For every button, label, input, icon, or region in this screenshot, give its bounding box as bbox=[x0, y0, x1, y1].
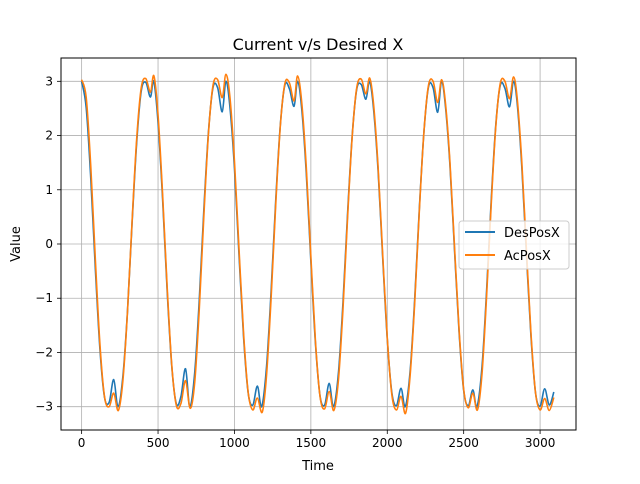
y-tick-label: −2 bbox=[35, 345, 53, 359]
y-tick-label: −3 bbox=[35, 400, 53, 414]
y-axis-ticks: −3 −2 −1 0 1 2 3 bbox=[35, 74, 61, 414]
x-tick-label: 1000 bbox=[219, 436, 250, 450]
x-tick-label: 2000 bbox=[372, 436, 403, 450]
y-tick-label: −1 bbox=[35, 291, 53, 305]
series-line-acposx bbox=[80, 73, 555, 415]
y-tick-label: 3 bbox=[45, 74, 53, 88]
series-lines bbox=[80, 73, 555, 415]
x-tick-label: 2500 bbox=[448, 436, 479, 450]
x-tick-label: 3000 bbox=[525, 436, 556, 450]
chart-title: Current v/s Desired X bbox=[233, 35, 404, 54]
x-axis-label: Time bbox=[301, 459, 334, 474]
legend-label-desposx: DesPosX bbox=[504, 226, 560, 241]
y-axis-label: Value bbox=[9, 226, 24, 262]
x-tick-label: 500 bbox=[147, 436, 170, 450]
y-tick-label: 1 bbox=[45, 183, 53, 197]
y-tick-label: 2 bbox=[45, 129, 53, 143]
x-tick-label: 0 bbox=[78, 436, 86, 450]
y-tick-label: 0 bbox=[45, 237, 53, 251]
legend: DesPosX AcPosX bbox=[458, 220, 570, 270]
legend-label-acposx: AcPosX bbox=[504, 249, 551, 264]
x-tick-label: 1500 bbox=[296, 436, 327, 450]
x-axis-ticks: 0 500 1000 1500 2000 2500 3000 bbox=[78, 430, 556, 450]
